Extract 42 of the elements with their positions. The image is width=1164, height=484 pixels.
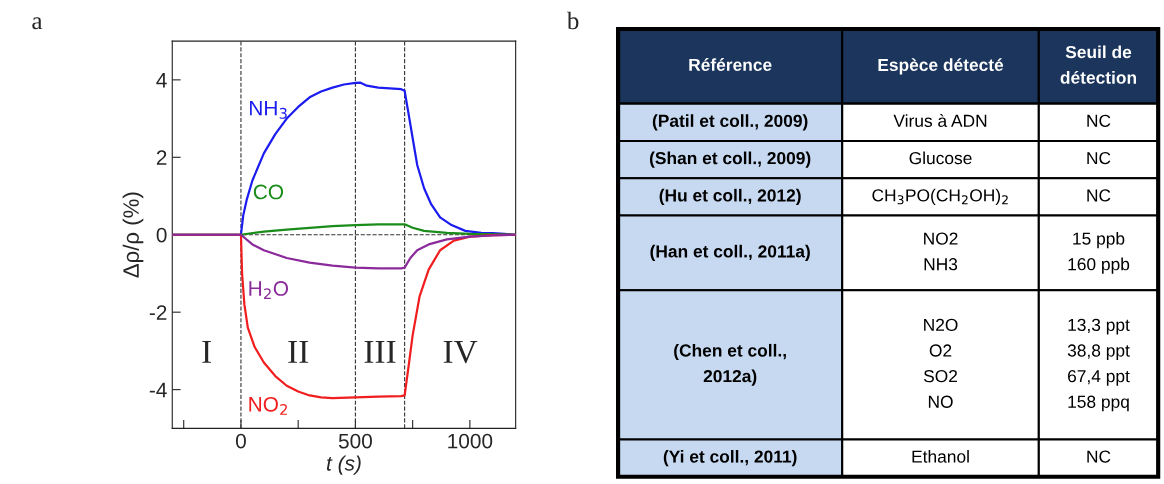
text: 13,3 ppt 38,8 ppt 67,4 ppt 158 ppq	[1067, 318, 1130, 412]
series-label: NH$_{3}$	[250, 100, 287, 119]
annotation: I	[202, 340, 211, 363]
text: Virus à ADN	[893, 114, 987, 127]
y-tick-label: 0	[156, 227, 167, 243]
text: (Shan et coll., 2009)	[649, 151, 811, 168]
text: (Han et coll., 2011a)	[650, 244, 810, 261]
text: NC	[1087, 450, 1111, 463]
chart-title: a	[32, 17, 43, 30]
text: Ethanol	[912, 449, 969, 463]
x-axis-title: t (s)	[326, 455, 361, 475]
text: Espèce détecté	[878, 58, 1004, 75]
series-label: NO$_{2}$	[249, 396, 287, 415]
text: (Hu et coll., 2012)	[659, 188, 801, 206]
y-tick-label: 2	[156, 150, 167, 165]
x-tick-label: 500	[338, 433, 372, 449]
text: NC	[1087, 114, 1111, 127]
y-tick-label: 4	[156, 73, 167, 88]
series-label: H$_{2}$O	[249, 281, 288, 300]
annotation: II	[288, 340, 309, 363]
text: (Chen et coll., 2012a)	[674, 343, 786, 386]
text: NO2 NH3	[924, 232, 958, 271]
text: NC	[1087, 151, 1111, 165]
text: Glucose	[909, 151, 972, 165]
y-axis-title: Δρ/ρ (%)	[122, 192, 144, 278]
text: b	[566, 11, 579, 30]
text: (Patil et coll., 2009)	[652, 114, 808, 131]
line-series	[172, 233, 516, 270]
series-label: CO	[253, 184, 284, 200]
y-tick-label: -2	[149, 305, 167, 320]
y-tick-label: -4	[149, 382, 167, 398]
annotation: III	[364, 340, 396, 363]
text: 15 ppb 160 ppb	[1068, 231, 1130, 274]
text: Seuil de détection	[1060, 45, 1137, 84]
text: CH$_{3}$PO(CH$_{2}$OH)$_{2}$	[872, 188, 1008, 205]
x-tick-label: 0	[235, 433, 246, 449]
annotation: IV	[443, 340, 478, 364]
text: (Yi et coll., 2011)	[663, 449, 797, 467]
text: N2O O2 SO2 NO	[923, 318, 958, 408]
x-tick-label: 1000	[448, 433, 493, 449]
text: Référence	[689, 58, 772, 72]
text: NC	[1087, 189, 1111, 202]
